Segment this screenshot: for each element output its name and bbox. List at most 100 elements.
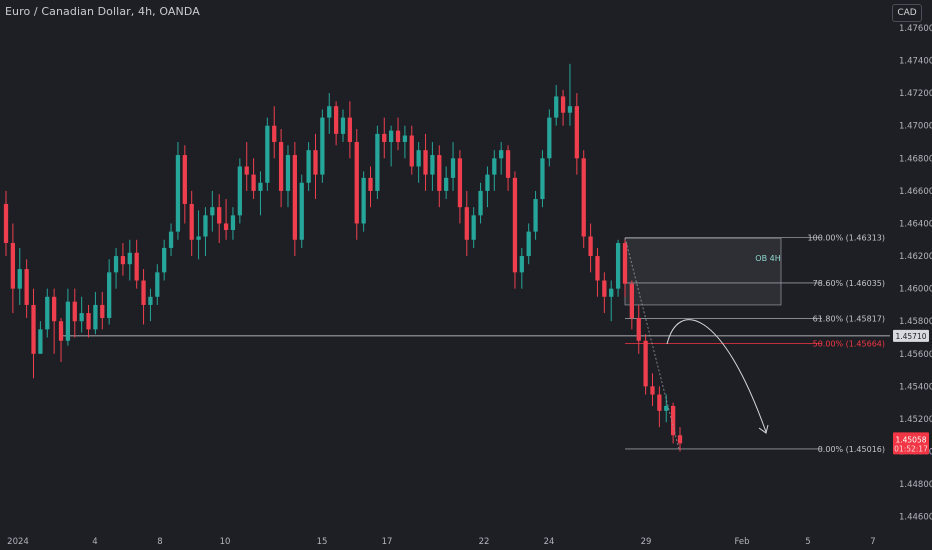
- fib-level-label: 78.60% (1.46035): [813, 279, 885, 288]
- y-axis-tick-label: 1.46400: [899, 219, 932, 229]
- x-axis-tick-label: 29: [641, 537, 652, 547]
- candle-body: [86, 313, 91, 330]
- candle-body: [444, 177, 449, 191]
- candle-body: [574, 106, 579, 159]
- y-axis-tick-label: 1.46000: [899, 285, 932, 295]
- candle-body: [540, 158, 545, 200]
- y-axis-tick-label: 1.47000: [899, 122, 932, 132]
- candle-body: [512, 177, 518, 273]
- support-level-badge-text: 1.45710: [895, 332, 926, 341]
- candle-body: [327, 106, 332, 118]
- candle-body: [299, 182, 304, 240]
- x-axis-tick-label: 15: [317, 537, 328, 547]
- candle-body: [430, 155, 435, 175]
- fib-level-label: 50.00% (1.45664): [813, 339, 885, 348]
- candle-body: [657, 394, 662, 411]
- candle-body: [148, 296, 153, 305]
- candle-body: [554, 96, 559, 118]
- candle-body: [519, 256, 524, 273]
- candle-body: [622, 243, 628, 284]
- candle-body: [340, 117, 346, 134]
- y-axis-tick-label: 1.45400: [899, 382, 932, 392]
- candle-body: [306, 150, 311, 183]
- candle-body: [127, 252, 132, 265]
- candle-body: [155, 272, 160, 297]
- candle-body: [196, 236, 201, 240]
- x-axis-tick-label: 24: [544, 537, 555, 547]
- support-level-badge: [893, 329, 929, 342]
- y-axis-tick-label: 1.47600: [899, 24, 932, 34]
- candle-body: [134, 252, 139, 281]
- candle-body: [402, 135, 408, 143]
- fib-level-label: 100.00% (1.46313): [808, 234, 885, 243]
- x-axis-tick-label: 2024: [7, 537, 29, 547]
- current-price-badge: [893, 432, 929, 455]
- candle-body: [72, 301, 77, 322]
- candle-body: [17, 269, 22, 289]
- x-axis-tick-label: 8: [157, 537, 162, 547]
- y-axis-tick-label: 1.46200: [899, 252, 932, 262]
- fib-level-label: 61.80% (1.45817): [813, 314, 885, 323]
- candle-body: [595, 256, 600, 281]
- candle-body: [272, 125, 277, 143]
- projection-arrow-path: [666, 319, 767, 433]
- candle-body: [93, 304, 98, 330]
- candle-body: [581, 158, 586, 237]
- x-axis-tick-label: 17: [382, 537, 393, 547]
- candle-body: [285, 155, 291, 191]
- candle-body: [162, 247, 167, 273]
- candle-body: [485, 174, 490, 191]
- candle-body: [244, 166, 249, 175]
- candle-body: [292, 155, 297, 240]
- candle-body: [347, 117, 353, 143]
- candle-body: [636, 317, 641, 341]
- candle-body: [189, 203, 194, 240]
- candle-body: [609, 288, 614, 297]
- projection-arrow-head: [758, 424, 769, 434]
- y-axis-tick-label: 1.45800: [899, 317, 932, 327]
- currency-button[interactable]: CAD: [892, 4, 922, 22]
- x-axis-tick-label: Feb: [734, 537, 749, 547]
- fib-trend-line: [624, 237, 680, 450]
- candle-body: [361, 177, 366, 224]
- candle-body: [237, 166, 242, 216]
- candle-body: [203, 215, 208, 237]
- candle-body: [113, 256, 119, 273]
- current-price-countdown: 01:52:17: [894, 444, 928, 453]
- candle-body: [664, 405, 669, 411]
- candle-body: [588, 236, 593, 257]
- candle-body: [65, 301, 71, 341]
- candle-body: [354, 142, 359, 224]
- candle-body: [382, 133, 387, 143]
- candle-body: [423, 150, 428, 175]
- candle-body: [58, 321, 64, 341]
- candle-body: [650, 386, 655, 395]
- candle-body: [409, 135, 414, 167]
- candle-body: [375, 133, 380, 191]
- candle-body: [533, 199, 538, 232]
- candle-body: [478, 190, 483, 216]
- x-axis-tick-label: 7: [870, 537, 875, 547]
- y-axis-tick-label: 1.46600: [899, 187, 932, 197]
- candle-body: [217, 207, 222, 224]
- candle-body: [547, 117, 552, 159]
- y-axis-tick-label: 1.44800: [899, 480, 932, 490]
- candle-body: [677, 435, 683, 444]
- candle-body: [31, 304, 36, 354]
- x-axis-tick-label: 10: [220, 537, 231, 547]
- candle-body: [265, 125, 270, 183]
- candle-body: [643, 340, 648, 387]
- y-axis-tick-label: 1.45200: [899, 415, 932, 425]
- candle-body: [120, 256, 126, 265]
- candle-body: [79, 313, 84, 322]
- candle-body: [24, 269, 29, 305]
- candle-body: [602, 280, 607, 297]
- candle-body: [389, 130, 394, 143]
- candle-body: [320, 117, 325, 175]
- order-block-label: OB 4H: [755, 254, 780, 263]
- candle-body: [168, 231, 174, 248]
- candle-body: [182, 155, 187, 204]
- candle-body: [333, 106, 339, 134]
